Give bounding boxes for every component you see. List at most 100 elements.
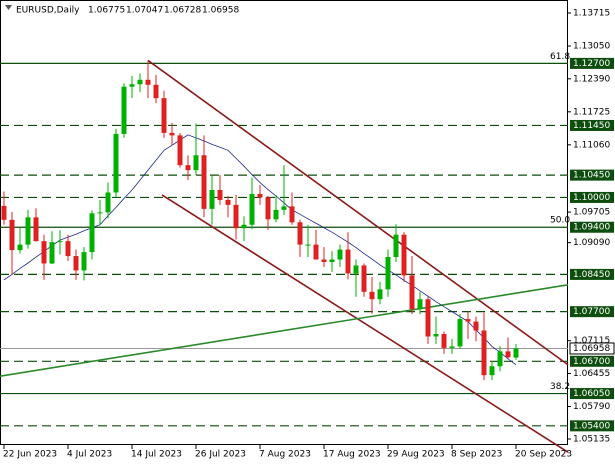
candle-body [129,84,135,87]
candle-body [73,256,79,271]
candle-body [233,204,239,229]
trendline [0,284,569,377]
candle-body [249,193,255,225]
level-box [570,420,614,432]
candle-body [449,346,455,348]
y-tick-label: 1.06455 [573,369,610,379]
level-label: 1.09400 [573,223,610,233]
y-tick-label: 1.12390 [573,74,610,84]
candle-body [65,241,71,257]
candle-body [17,244,23,251]
header-high: 1.07047 [126,6,163,16]
x-tick-label: 22 Jun 2023 [3,450,57,460]
candle-body [361,265,367,292]
candle-body [313,244,319,260]
candle-body [417,299,423,310]
chart-title: EURUSD,Daily [16,6,80,16]
level-box [570,221,614,233]
candle-body [105,192,111,213]
menu-icon [5,5,12,10]
candle-body [225,199,231,205]
candle-body [89,213,95,253]
level-label: 1.10000 [573,193,610,203]
candle-body [353,265,359,274]
level-box [570,57,614,69]
x-tick-label: 4 Jul 2023 [67,450,112,460]
candle-body [1,205,7,220]
x-tick-label: 14 Jul 2023 [131,450,182,460]
plot-frame [0,0,568,445]
level-box [570,268,614,280]
candle-body [441,333,447,348]
y-tick-label: 1.11725 [573,107,610,117]
x-tick-label: 7 Aug 2023 [259,450,311,460]
candle-body [393,234,399,258]
candle-body [369,291,375,300]
trendline [161,194,569,453]
level-box [570,119,614,131]
candle-body [209,190,215,209]
y-tick-label: 1.11060 [573,140,610,150]
candle-body [25,217,31,245]
current-price-box [569,342,615,355]
y-tick-label: 1.09090 [573,238,610,248]
candle-body [257,193,263,198]
x-tick-label: 29 Aug 2023 [387,450,445,460]
candle-body [97,212,103,214]
candle-body [385,257,391,290]
level-label: 1.07700 [573,307,610,317]
candle-body [169,132,175,136]
candle-body [217,190,223,200]
candle-body [161,98,167,133]
y-tick-label: 1.05135 [573,434,610,444]
candle-body [481,330,487,376]
candle-body [321,259,327,262]
candle-body [57,241,63,243]
candle-body [457,319,463,347]
level-label: 1.06700 [573,357,610,367]
level-label: 1.11450 [573,121,610,131]
candle-body [201,155,207,209]
level-label: 1.10450 [573,171,610,181]
header-low: 1.06728 [164,6,201,16]
y-tick-label: 1.09705 [573,208,610,218]
candle-body [113,133,119,193]
candle-body [49,242,55,264]
candle-body [425,299,431,337]
candle-body [465,319,471,322]
level-box [570,306,614,318]
candle-body [337,249,343,260]
level-label: 1.12700 [573,59,610,69]
y-tick-label: 1.13715 [573,9,610,19]
candle-body [409,275,415,310]
candle-body [513,348,519,358]
fib-label: 38.2 [550,382,570,392]
level-label: 1.08450 [573,270,610,280]
candle-body [473,321,479,331]
candle-body [193,155,199,171]
candle-body [305,244,311,246]
candle-body [433,333,439,337]
candle-body [121,86,127,134]
candle-body [401,234,407,276]
y-tick-label: 1.07115 [573,336,610,346]
level-label: 1.06050 [573,389,610,399]
candle-body [497,351,503,367]
candle-body [329,259,335,262]
candle-body [81,252,87,271]
candle-body [273,209,279,220]
candle-body [489,366,495,376]
level-box [570,191,614,203]
candle-body [9,219,15,251]
level-box [570,388,614,400]
candle-body [33,217,39,242]
candle-body [377,289,383,300]
x-tick-label: 8 Sep 2023 [451,450,502,460]
header-close: 1.06958 [202,6,239,16]
candle-body [345,249,351,274]
candle-body [281,206,287,210]
candle-body [297,222,303,245]
header-open: 1.06775 [88,6,125,16]
level-label: 1.05400 [573,421,610,431]
